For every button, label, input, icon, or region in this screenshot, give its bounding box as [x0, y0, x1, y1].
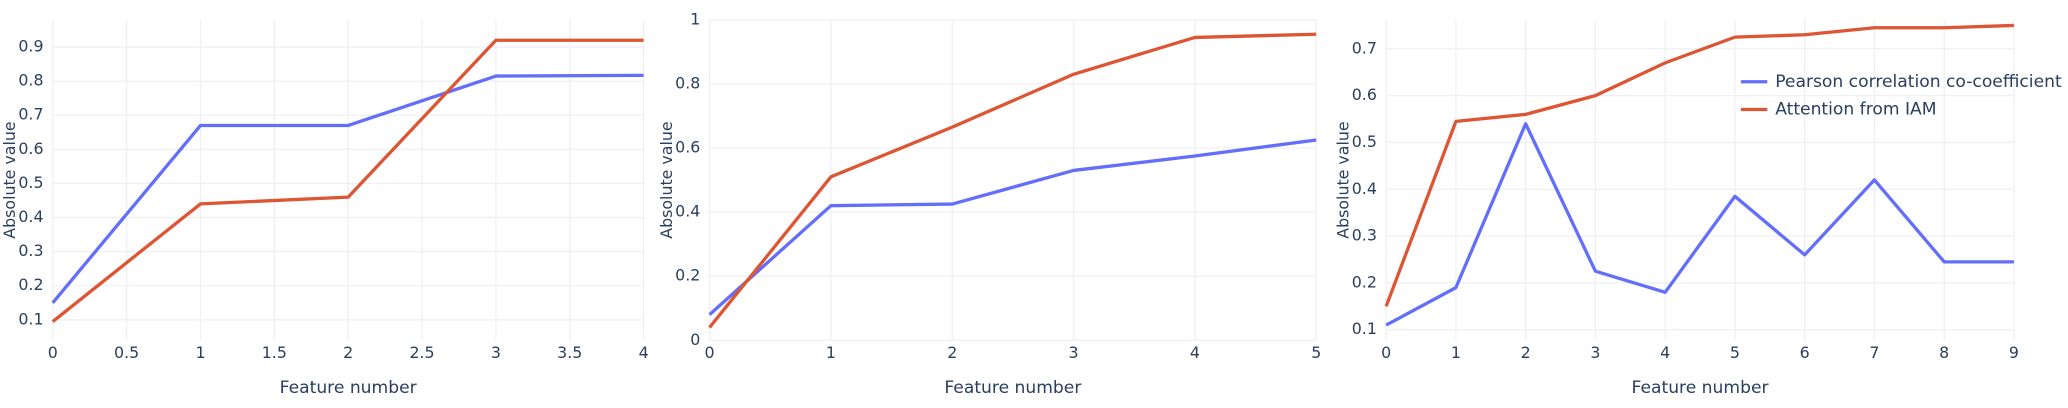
x-tick-label: 3.5 — [557, 343, 582, 362]
y-axis-title: Absolute value — [1333, 121, 1352, 238]
line — [1384, 23, 2014, 307]
x-tick-label: 9 — [2009, 343, 2019, 362]
x-tick-label: 4 — [1190, 343, 1200, 362]
x-tick-label: 3 — [1069, 343, 1079, 362]
x-tick-label: 2 — [947, 343, 957, 362]
legend-label: Pearson correlation co-coefficient — [1775, 72, 2062, 92]
legend-label: Attention from IAM — [1775, 99, 1936, 119]
y-tick-label: 0.6 — [1352, 85, 1377, 104]
y-tick-label: 0 — [690, 330, 700, 349]
line — [708, 138, 1317, 316]
y-tick-label: 0.7 — [18, 105, 43, 124]
x-tick-label: 5 — [1730, 343, 1740, 362]
x-tick-label: 3 — [1590, 343, 1600, 362]
x-tick-label: 1 — [826, 343, 836, 362]
x-tick-label: 6 — [1800, 343, 1810, 362]
x-tick-label: 1.5 — [262, 343, 287, 362]
y-tick-label: 0.2 — [1352, 272, 1377, 291]
y-tick-label: 0.9 — [18, 37, 43, 56]
x-tick-label: 8 — [1939, 343, 1949, 362]
x-tick-label: 3 — [491, 343, 501, 362]
y-tick-label: 0.1 — [1352, 319, 1377, 338]
x-axis-title: Feature number — [280, 378, 418, 398]
y-tick-label: 0.3 — [18, 241, 43, 260]
x-tick-label: 0 — [48, 343, 58, 362]
x-tick-label: 0 — [705, 343, 715, 362]
y-tick-label: 0.5 — [18, 173, 43, 192]
y-tick-label: 0.6 — [675, 137, 700, 156]
x-tick-label: 1 — [195, 343, 205, 362]
x-tick-label: 7 — [1869, 343, 1879, 362]
y-tick-label: 0.5 — [1352, 132, 1377, 151]
y-tick-label: 0.3 — [1352, 226, 1377, 245]
y-tick-label: 0.8 — [675, 73, 700, 92]
x-axis-title: Feature number — [1632, 378, 1770, 398]
y-tick-label: 0.6 — [18, 139, 43, 158]
y-tick-label: 0.2 — [675, 266, 700, 285]
y-tick-label: 0.8 — [18, 71, 43, 90]
y-axis-title: Absolute value — [657, 121, 676, 238]
y-tick-label: 0.7 — [1352, 38, 1377, 57]
line — [1385, 122, 2014, 327]
x-tick-label: 2.5 — [409, 343, 434, 362]
y-tick-label: 1 — [690, 9, 700, 28]
y-tick-label: 0.1 — [18, 309, 43, 328]
line — [51, 73, 644, 304]
x-tick-label: 1 — [1451, 343, 1461, 362]
y-tick-label: 0.2 — [18, 275, 43, 294]
x-tick-label: 4 — [1660, 343, 1670, 362]
x-tick-label: 5 — [1311, 343, 1321, 362]
y-tick-label: 0.4 — [18, 207, 43, 226]
x-tick-label: 2 — [1521, 343, 1531, 362]
y-tick-label: 0.4 — [1352, 179, 1377, 198]
x-tick-label: 0 — [1381, 343, 1391, 362]
y-tick-label: 0.4 — [675, 202, 700, 221]
x-tick-label: 4 — [639, 343, 649, 362]
y-axis-title: Absolute value — [0, 121, 19, 238]
line — [51, 38, 644, 323]
x-axis-title: Feature number — [944, 378, 1082, 398]
x-tick-label: 2 — [343, 343, 353, 362]
x-tick-label: 0.5 — [114, 343, 139, 362]
line — [708, 32, 1317, 329]
